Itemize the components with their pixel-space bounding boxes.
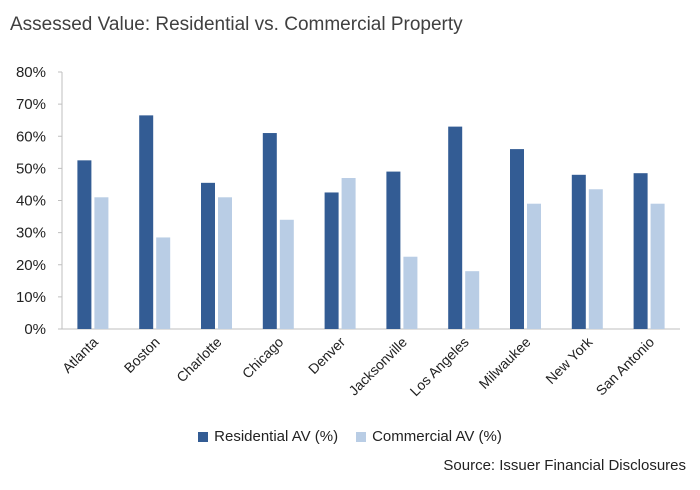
- x-tick-label: Los Angeles: [407, 334, 472, 399]
- legend-swatch-residential: [198, 431, 209, 442]
- bar-commercial: [650, 203, 665, 329]
- x-tick-label: Atlanta: [59, 334, 101, 376]
- x-tick-label: Milwaukee: [476, 334, 534, 392]
- bar-residential: [324, 192, 339, 329]
- y-tick-label: 80%: [16, 64, 46, 81]
- legend-label-commercial: Commercial AV (%): [372, 428, 502, 445]
- bar-commercial: [527, 203, 541, 329]
- bar-residential: [571, 174, 586, 329]
- bar-residential: [201, 182, 215, 329]
- bar-commercial: [465, 271, 480, 329]
- y-tick-label: 60%: [16, 128, 46, 145]
- bar-residential: [262, 133, 277, 329]
- x-tick-label: San Antonio: [593, 334, 658, 399]
- source-note: Source: Issuer Financial Disclosures: [443, 457, 686, 474]
- bar-residential: [139, 115, 154, 330]
- y-tick-label: 0%: [24, 321, 46, 338]
- bar-commercial: [218, 197, 232, 329]
- bar-residential: [386, 171, 401, 329]
- bar-commercial: [341, 178, 356, 329]
- x-tick-label: Boston: [121, 334, 163, 376]
- x-tick-label: Denver: [305, 334, 348, 377]
- y-tick-label: 70%: [16, 96, 46, 113]
- bar-residential: [448, 126, 463, 329]
- x-tick-label: Charlotte: [173, 334, 225, 386]
- x-tick-label: Jacksonville: [345, 334, 410, 399]
- chart-legend: Residential AV (%) Commercial AV (%): [0, 428, 700, 445]
- y-tick-label: 20%: [16, 257, 46, 274]
- y-tick-label: 40%: [16, 193, 46, 210]
- bar-residential: [510, 149, 524, 329]
- bar-commercial: [94, 197, 109, 329]
- legend-label-residential: Residential AV (%): [214, 428, 339, 445]
- y-tick-label: 10%: [16, 289, 46, 306]
- bar-commercial: [279, 219, 294, 329]
- x-tick-label: Chicago: [239, 334, 287, 382]
- bar-residential: [633, 173, 648, 329]
- bar-commercial: [588, 189, 603, 329]
- bar-residential: [77, 160, 92, 329]
- legend-swatch-commercial: [356, 431, 367, 442]
- bar-commercial: [156, 237, 171, 329]
- y-tick-label: 30%: [16, 225, 46, 242]
- x-tick-label: New York: [542, 333, 596, 387]
- y-tick-label: 50%: [16, 160, 46, 177]
- chart-title: Assessed Value: Residential vs. Commerci…: [10, 14, 463, 35]
- legend-item-residential: Residential AV (%): [198, 428, 338, 445]
- legend-item-commercial: Commercial AV (%): [356, 428, 502, 445]
- bar-chart: 0%10%20%30%40%50%60%70%80%Atlanta Boston C…: [16, 64, 680, 399]
- bar-commercial: [403, 256, 418, 329]
